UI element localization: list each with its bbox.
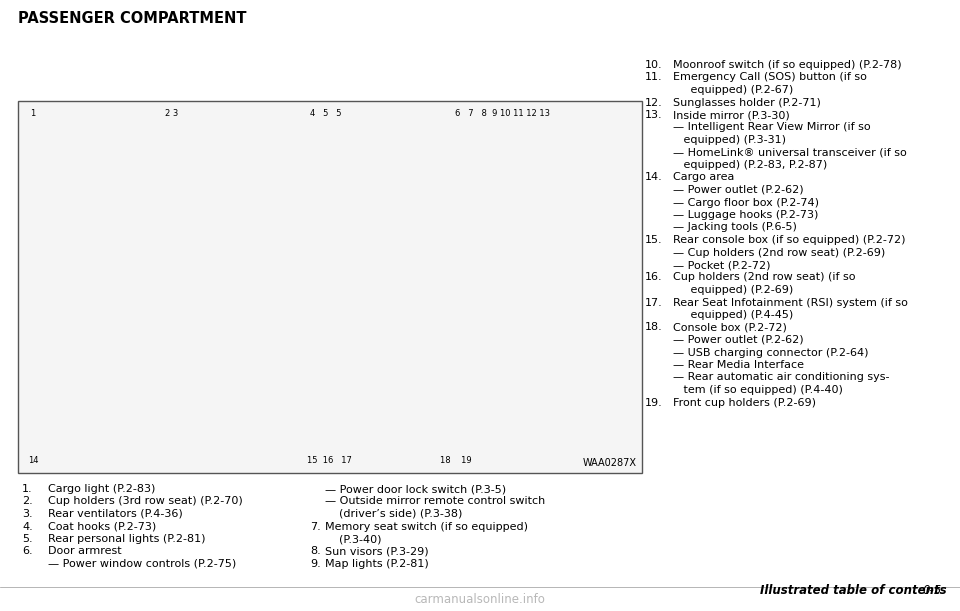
Text: Door armrest: Door armrest bbox=[48, 546, 122, 557]
Text: 5.: 5. bbox=[22, 534, 33, 544]
Text: — USB charging connector (P.2-64): — USB charging connector (P.2-64) bbox=[673, 348, 869, 357]
Text: 13.: 13. bbox=[645, 110, 662, 120]
Text: Coat hooks (P.2-73): Coat hooks (P.2-73) bbox=[48, 522, 156, 532]
Text: Memory seat switch (if so equipped): Memory seat switch (if so equipped) bbox=[325, 522, 528, 532]
Text: 2 3: 2 3 bbox=[165, 109, 179, 118]
Text: 9.: 9. bbox=[310, 559, 321, 569]
Text: 18    19: 18 19 bbox=[440, 456, 471, 465]
Text: 0-5: 0-5 bbox=[923, 584, 942, 597]
Text: WAA0287X: WAA0287X bbox=[583, 458, 637, 468]
Text: equipped) (P.3-31): equipped) (P.3-31) bbox=[673, 135, 786, 145]
Text: Console box (P.2-72): Console box (P.2-72) bbox=[673, 323, 787, 332]
Text: — Intelligent Rear View Mirror (if so: — Intelligent Rear View Mirror (if so bbox=[673, 122, 871, 133]
Text: carmanualsonline.info: carmanualsonline.info bbox=[415, 593, 545, 606]
Text: Sun visors (P.3-29): Sun visors (P.3-29) bbox=[325, 546, 428, 557]
Text: — Jacking tools (P.6-5): — Jacking tools (P.6-5) bbox=[673, 222, 797, 233]
Text: 15  16   17: 15 16 17 bbox=[307, 456, 352, 465]
Text: 7.: 7. bbox=[310, 522, 321, 532]
Text: PASSENGER COMPARTMENT: PASSENGER COMPARTMENT bbox=[18, 11, 247, 26]
Text: 11.: 11. bbox=[645, 73, 662, 82]
Text: Cargo light (P.2-83): Cargo light (P.2-83) bbox=[48, 484, 156, 494]
Text: Emergency Call (SOS) button (if so: Emergency Call (SOS) button (if so bbox=[673, 73, 867, 82]
Text: — Power outlet (P.2-62): — Power outlet (P.2-62) bbox=[673, 335, 804, 345]
Text: — Pocket (P.2-72): — Pocket (P.2-72) bbox=[673, 260, 771, 270]
Text: — Rear automatic air conditioning sys-: — Rear automatic air conditioning sys- bbox=[673, 373, 890, 382]
Text: 2.: 2. bbox=[22, 497, 33, 507]
Text: 6.: 6. bbox=[22, 546, 33, 557]
Text: Moonroof switch (if so equipped) (P.2-78): Moonroof switch (if so equipped) (P.2-78… bbox=[673, 60, 901, 70]
Text: 8.: 8. bbox=[310, 546, 321, 557]
Text: 18.: 18. bbox=[645, 323, 662, 332]
Text: Front cup holders (P.2-69): Front cup holders (P.2-69) bbox=[673, 398, 816, 408]
Text: Rear personal lights (P.2-81): Rear personal lights (P.2-81) bbox=[48, 534, 205, 544]
Text: 16.: 16. bbox=[645, 273, 662, 282]
Text: 3.: 3. bbox=[22, 509, 33, 519]
Text: — Power window controls (P.2-75): — Power window controls (P.2-75) bbox=[48, 559, 236, 569]
Text: — Cup holders (2nd row seat) (P.2-69): — Cup holders (2nd row seat) (P.2-69) bbox=[673, 247, 885, 257]
Text: — Power door lock switch (P.3-5): — Power door lock switch (P.3-5) bbox=[325, 484, 506, 494]
Text: Sunglasses holder (P.2-71): Sunglasses holder (P.2-71) bbox=[673, 98, 821, 108]
Text: Inside mirror (P.3-30): Inside mirror (P.3-30) bbox=[673, 110, 790, 120]
Text: tem (if so equipped) (P.4-40): tem (if so equipped) (P.4-40) bbox=[673, 385, 843, 395]
Text: 4.: 4. bbox=[22, 522, 33, 532]
Text: 15.: 15. bbox=[645, 235, 662, 245]
Text: Cargo area: Cargo area bbox=[673, 172, 734, 183]
Text: Rear console box (if so equipped) (P.2-72): Rear console box (if so equipped) (P.2-7… bbox=[673, 235, 905, 245]
Text: — Outside mirror remote control switch: — Outside mirror remote control switch bbox=[325, 497, 545, 507]
Text: equipped) (P.2-69): equipped) (P.2-69) bbox=[673, 285, 793, 295]
Text: (driver’s side) (P.3-38): (driver’s side) (P.3-38) bbox=[325, 509, 463, 519]
Text: Cup holders (2nd row seat) (if so: Cup holders (2nd row seat) (if so bbox=[673, 273, 855, 282]
Text: 1.: 1. bbox=[22, 484, 33, 494]
Text: (P.3-40): (P.3-40) bbox=[325, 534, 381, 544]
Text: — Luggage hooks (P.2-73): — Luggage hooks (P.2-73) bbox=[673, 210, 818, 220]
Text: equipped) (P.4-45): equipped) (P.4-45) bbox=[673, 310, 793, 320]
Text: Cup holders (3rd row seat) (P.2-70): Cup holders (3rd row seat) (P.2-70) bbox=[48, 497, 243, 507]
Text: Map lights (P.2-81): Map lights (P.2-81) bbox=[325, 559, 429, 569]
Text: 17.: 17. bbox=[645, 298, 662, 307]
Text: — Cargo floor box (P.2-74): — Cargo floor box (P.2-74) bbox=[673, 197, 819, 208]
Text: Rear Seat Infotainment (RSI) system (if so: Rear Seat Infotainment (RSI) system (if … bbox=[673, 298, 908, 307]
Text: 19.: 19. bbox=[645, 398, 662, 408]
Text: 14: 14 bbox=[28, 456, 38, 465]
Text: 12.: 12. bbox=[645, 98, 662, 108]
Text: 14.: 14. bbox=[645, 172, 662, 183]
Text: Illustrated table of contents: Illustrated table of contents bbox=[760, 584, 947, 597]
Text: 6   7   8  9 10 11 12 13: 6 7 8 9 10 11 12 13 bbox=[455, 109, 550, 118]
Text: Rear ventilators (P.4-36): Rear ventilators (P.4-36) bbox=[48, 509, 182, 519]
Text: 4   5   5: 4 5 5 bbox=[310, 109, 342, 118]
Text: — HomeLink® universal transceiver (if so: — HomeLink® universal transceiver (if so bbox=[673, 147, 907, 158]
Text: equipped) (P.2-83, P.2-87): equipped) (P.2-83, P.2-87) bbox=[673, 160, 828, 170]
FancyBboxPatch shape bbox=[18, 101, 642, 473]
Text: 10.: 10. bbox=[645, 60, 662, 70]
Text: equipped) (P.2-67): equipped) (P.2-67) bbox=[673, 85, 793, 95]
Text: 1: 1 bbox=[30, 109, 36, 118]
Text: — Power outlet (P.2-62): — Power outlet (P.2-62) bbox=[673, 185, 804, 195]
Text: — Rear Media Interface: — Rear Media Interface bbox=[673, 360, 804, 370]
